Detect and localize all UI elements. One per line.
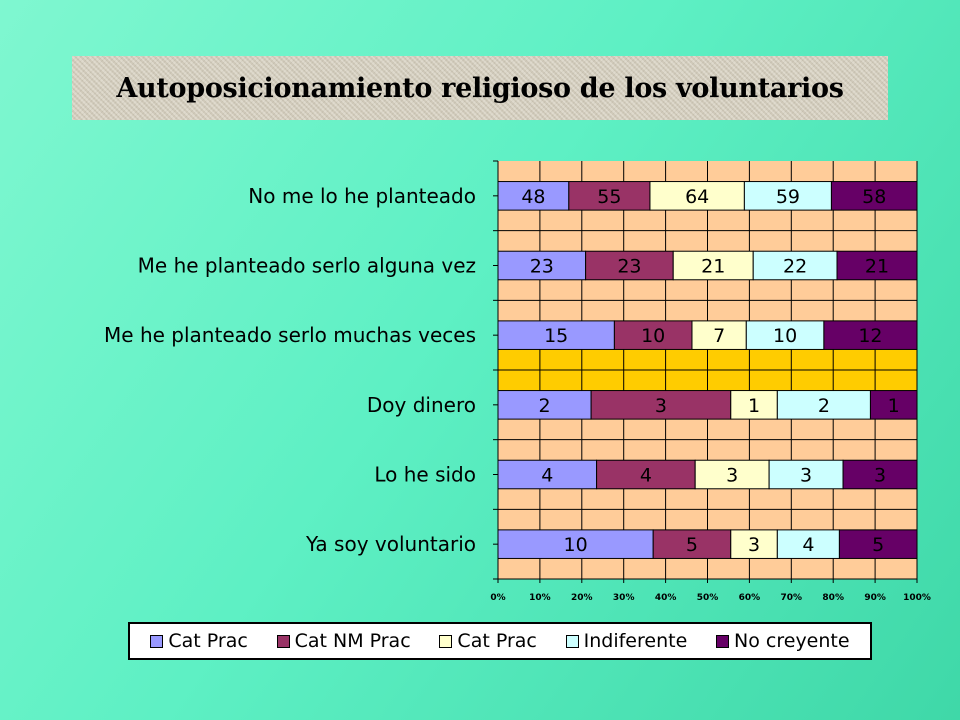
legend-item: Cat Prac bbox=[439, 630, 537, 652]
data-label: 4 bbox=[640, 465, 652, 487]
chart-legend: Cat Prac Cat NM Prac Cat Prac Indiferente No… bbox=[128, 622, 872, 660]
bar-segment bbox=[497, 181, 570, 211]
data-label: 3 bbox=[655, 395, 667, 417]
data-label: 5 bbox=[686, 534, 698, 556]
legend-item: Indiferente bbox=[565, 630, 688, 652]
bar-segment bbox=[585, 250, 674, 281]
data-label: 3 bbox=[748, 534, 760, 556]
data-label: 10 bbox=[641, 325, 665, 347]
data-label: 59 bbox=[776, 186, 800, 208]
data-label: 4 bbox=[541, 465, 553, 487]
bar-segment bbox=[497, 529, 654, 559]
bar-segment bbox=[497, 390, 592, 420]
data-label: 3 bbox=[726, 465, 738, 487]
bar-segment bbox=[649, 181, 745, 211]
x-tick-label: 10% bbox=[529, 593, 551, 603]
data-label: 10 bbox=[563, 534, 587, 556]
data-label: 12 bbox=[858, 325, 882, 347]
x-tick-label: 40% bbox=[655, 593, 677, 603]
bar-segment bbox=[776, 529, 840, 559]
bar-segment bbox=[497, 250, 587, 281]
legend-swatch bbox=[276, 634, 290, 648]
data-label: 1 bbox=[748, 395, 760, 417]
legend-swatch bbox=[716, 634, 730, 648]
data-label: 55 bbox=[597, 186, 621, 208]
bar-segment bbox=[823, 320, 918, 350]
bar-segment bbox=[745, 320, 825, 350]
legend-item: Cat NM Prac bbox=[276, 630, 411, 652]
legend-swatch bbox=[439, 634, 453, 648]
bar-segment bbox=[691, 320, 747, 350]
legend-label: Indiferente bbox=[583, 630, 688, 652]
x-tick-label: 30% bbox=[613, 593, 635, 603]
bar-segment bbox=[743, 181, 832, 211]
category-label: Me he planteado serlo alguna vez bbox=[138, 254, 476, 278]
legend-label: Cat NM Prac bbox=[294, 630, 411, 652]
bar-segment bbox=[730, 529, 778, 559]
bar-segment bbox=[869, 390, 918, 420]
data-label: 2 bbox=[539, 395, 551, 417]
category-label: Lo he sido bbox=[374, 463, 476, 487]
bar-segment bbox=[497, 459, 598, 490]
x-tick-label: 70% bbox=[781, 593, 803, 603]
bar-segment bbox=[652, 529, 732, 559]
bar-segment bbox=[830, 181, 918, 211]
category-label: No me lo he planteado bbox=[248, 184, 476, 208]
data-label: 2 bbox=[818, 395, 830, 417]
legend-item: No creyente bbox=[716, 630, 850, 652]
bar-segment bbox=[613, 320, 693, 350]
data-label: 1 bbox=[888, 395, 900, 417]
data-label: 10 bbox=[773, 325, 797, 347]
data-label: 3 bbox=[800, 465, 812, 487]
x-tick-label: 60% bbox=[739, 593, 761, 603]
legend-swatch bbox=[565, 634, 579, 648]
title-banner: Autoposicionamiento religioso de los vol… bbox=[72, 56, 888, 120]
category-label: Doy dinero bbox=[367, 393, 476, 417]
data-label: 21 bbox=[701, 256, 725, 278]
legend-item: Cat Prac bbox=[150, 630, 248, 652]
bar-segment bbox=[730, 390, 778, 420]
bar-segment bbox=[694, 459, 770, 490]
data-label: 3 bbox=[874, 465, 886, 487]
bar-segment bbox=[752, 250, 838, 281]
x-tick-label: 80% bbox=[822, 593, 844, 603]
data-label: 64 bbox=[685, 186, 709, 208]
bar-segment bbox=[568, 181, 651, 211]
bar-segment bbox=[842, 459, 918, 490]
x-tick-label: 50% bbox=[697, 593, 719, 603]
bar-segment bbox=[672, 250, 754, 281]
data-label: 22 bbox=[783, 256, 807, 278]
bar-segment bbox=[836, 250, 918, 281]
data-label: 23 bbox=[530, 256, 554, 278]
data-label: 48 bbox=[521, 186, 545, 208]
x-tick-label: 20% bbox=[571, 593, 593, 603]
legend-label: Cat Prac bbox=[457, 630, 537, 652]
bar-segment bbox=[590, 390, 732, 420]
data-label: 58 bbox=[862, 186, 886, 208]
legend-label: No creyente bbox=[734, 630, 850, 652]
bar-segment bbox=[838, 529, 918, 559]
data-label: 15 bbox=[544, 325, 568, 347]
data-label: 23 bbox=[617, 256, 641, 278]
legend-label: Cat Prac bbox=[168, 630, 248, 652]
category-label: Ya soy voluntario bbox=[305, 532, 476, 556]
legend-swatch bbox=[150, 634, 164, 648]
data-label: 4 bbox=[802, 534, 814, 556]
data-label: 7 bbox=[713, 325, 725, 347]
chart-title: Autoposicionamiento religioso de los vol… bbox=[116, 72, 844, 104]
data-label: 21 bbox=[865, 256, 889, 278]
x-tick-label: 0% bbox=[490, 593, 505, 603]
x-tick-label: 90% bbox=[864, 593, 886, 603]
data-label: 5 bbox=[872, 534, 884, 556]
x-tick-label: 100% bbox=[903, 593, 931, 603]
category-label: Me he planteado serlo muchas veces bbox=[104, 323, 476, 347]
